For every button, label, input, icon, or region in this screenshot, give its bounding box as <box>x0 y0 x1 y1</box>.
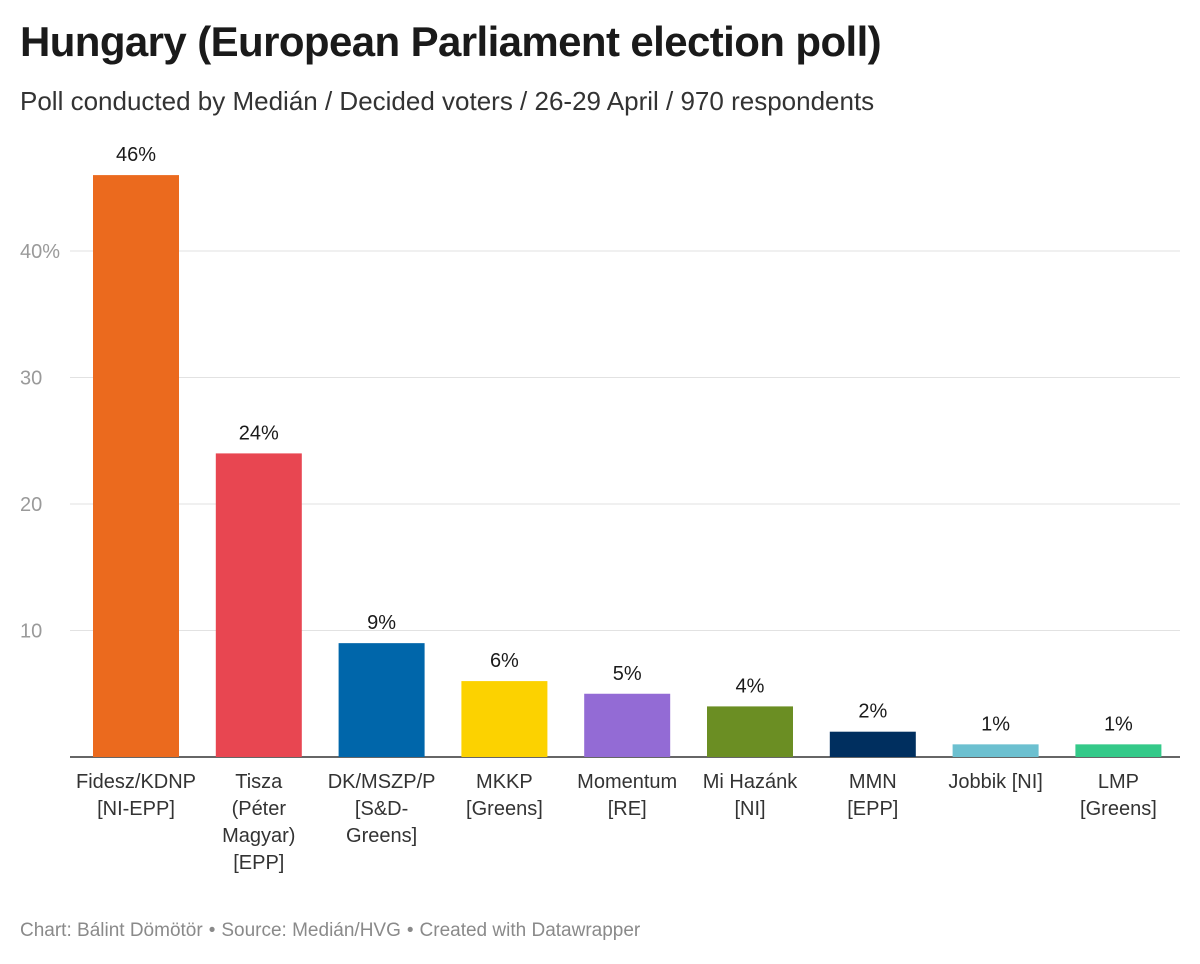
x-tick-label: [RE] <box>608 798 647 820</box>
footer-separator: • <box>406 920 414 941</box>
x-tick-label: [NI-EPP] <box>97 798 175 820</box>
bar <box>707 706 793 757</box>
x-tick-label: (Péter <box>232 798 287 820</box>
bar <box>461 681 548 757</box>
y-tick-label: 30 <box>20 368 42 390</box>
chart-credit: Chart: Bálint Dömötör <box>20 920 203 941</box>
bar-value-label: 9% <box>367 612 396 634</box>
x-tick-label: Tisza <box>235 771 283 793</box>
footer-separator: • <box>208 920 216 941</box>
x-tick-label: MKKP <box>476 771 533 793</box>
chart-title: Hungary (European Parliament election po… <box>20 18 882 65</box>
x-tick-label: Mi Hazánk <box>703 771 798 793</box>
category-labels: Fidesz/KDNP [NI-EPP] Tisza (Péter Magyar) [EP… <box>76 771 1157 874</box>
x-tick-label: MMN <box>849 771 897 793</box>
x-tick-label: [Greens] <box>1080 798 1157 820</box>
chart-subtitle: Poll conducted by Medián / Decided voter… <box>20 86 875 116</box>
bar-value-label: 1% <box>1104 713 1133 735</box>
bar <box>952 744 1039 757</box>
y-tick-label: 20 <box>20 494 42 516</box>
value-labels: 46% 24% 9% 6% 5% 4% 2% 1% 1% <box>116 144 1133 735</box>
x-tick-label: [EPP] <box>233 852 284 874</box>
bar-value-label: 6% <box>490 650 519 672</box>
x-tick-label: [Greens] <box>466 798 543 820</box>
x-tick-label: [EPP] <box>847 798 898 820</box>
x-tick-label: Jobbik [NI] <box>948 771 1042 793</box>
x-tick-label: [S&D- <box>355 798 408 820</box>
bar-value-label: 1% <box>981 713 1010 735</box>
bar-value-label: 24% <box>239 422 279 444</box>
bar <box>829 731 916 757</box>
x-tick-label: Momentum <box>577 771 677 793</box>
created-with: Created with Datawrapper <box>419 920 641 941</box>
bar <box>584 693 671 757</box>
bar <box>215 453 302 757</box>
bar-value-label: 46% <box>116 144 156 166</box>
x-tick-label: Magyar) <box>222 825 295 847</box>
x-tick-label: Greens] <box>346 825 417 847</box>
bars <box>93 175 1162 758</box>
y-tick-label: 40% <box>20 241 60 263</box>
x-tick-label: LMP <box>1098 771 1139 793</box>
y-tick-label: 10 <box>20 621 42 643</box>
bar <box>338 643 425 757</box>
chart-source: Source: Medián/HVG <box>221 920 401 941</box>
x-tick-label: Fidesz/KDNP <box>76 771 196 793</box>
x-tick-label: DK/MSZP/P <box>328 771 436 793</box>
bar-value-label: 5% <box>613 663 642 685</box>
bar <box>93 175 179 758</box>
chart-footer: Chart: Bálint Dömötör • Source: Medián/HVG… <box>20 920 640 942</box>
x-tick-label: [NI] <box>734 798 765 820</box>
grid-lines: 10 20 30 40% <box>20 241 1180 758</box>
bar-value-label: 4% <box>736 675 765 697</box>
bar-value-label: 2% <box>858 701 887 723</box>
bar <box>1075 744 1162 757</box>
